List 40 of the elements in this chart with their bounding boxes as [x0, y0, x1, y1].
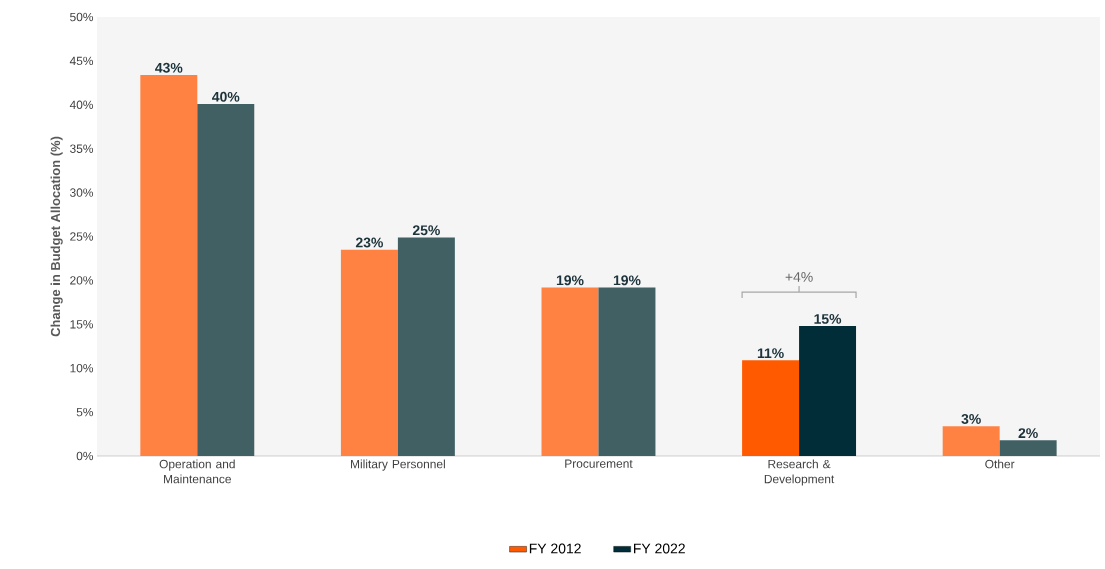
y-tick-label: 45%: [69, 56, 94, 66]
data-label: 19%: [556, 275, 584, 286]
y-tick-label: 25%: [70, 232, 94, 241]
y-tick-label: 10%: [70, 363, 94, 373]
annotation: +4%: [785, 272, 813, 282]
y-tick-label: 50%: [70, 12, 94, 22]
data-label: 23%: [355, 237, 383, 248]
bar: [598, 287, 656, 456]
y-tick-label: 30%: [70, 188, 94, 197]
y-tick-label: 5%: [76, 407, 94, 417]
y-tick-label: 40%: [69, 100, 94, 110]
x-tick-label: Other: [985, 459, 1015, 469]
data-label: 15%: [814, 314, 842, 324]
y-tick-label: 15%: [70, 320, 94, 329]
data-label: 2%: [1018, 428, 1038, 438]
data-label: 11%: [757, 348, 784, 359]
bar: [140, 74, 198, 456]
bar: [942, 426, 1000, 456]
data-label: 19%: [613, 275, 641, 286]
x-tick-label: Operation and Maintenance: [159, 459, 235, 484]
data-label: 40%: [212, 91, 240, 102]
legend-label: FY 2022: [634, 543, 685, 554]
x-tick-label: Military Personnel: [351, 459, 445, 471]
bar: [340, 249, 398, 456]
x-tick-label: Procurement: [565, 459, 633, 468]
bar: [742, 360, 800, 456]
y-axis-title: Change in Budget Allocation (%): [50, 136, 63, 337]
bar: [197, 103, 255, 456]
y-tick-label: 20%: [70, 276, 94, 285]
data-label: 3%: [961, 414, 981, 424]
y-tick-label: 35%: [70, 144, 94, 153]
bar: [999, 440, 1057, 456]
legend-label: FY 2012: [529, 543, 581, 554]
data-label: 25%: [412, 225, 440, 236]
bar: [397, 237, 455, 456]
data-label: 43%: [155, 62, 183, 73]
bar: [799, 326, 857, 456]
y-tick-label: 0%: [76, 451, 94, 461]
x-tick-label: Research & Development: [764, 459, 835, 486]
bar: [541, 287, 599, 456]
